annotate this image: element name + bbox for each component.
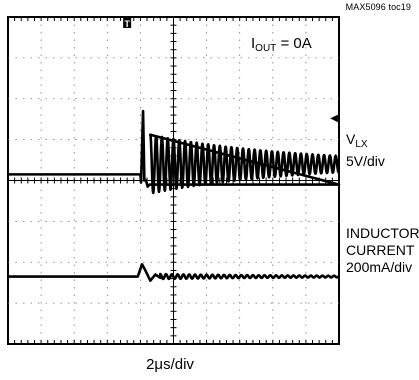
- vlx-ground-marker: ◀: [330, 113, 338, 124]
- vlx-label-sub: LX: [355, 139, 368, 150]
- inductor-label-line-1: INDUCTOR: [346, 225, 419, 241]
- inductor-current-label: INDUCTOR CURRENT 200mA/div: [346, 225, 419, 276]
- vlx-scale: 5V/div: [346, 153, 385, 169]
- vlx-channel-label: VLX 5V/div: [346, 131, 385, 169]
- vlx-trace: [8, 109, 341, 195]
- traces: [8, 109, 341, 282]
- markers: T◀◀: [123, 18, 338, 124]
- time-scale-label: 2μs/div: [146, 356, 194, 373]
- figure-tag: MAX5096 toc19: [345, 2, 411, 12]
- inductor-label-line-2: CURRENT: [346, 242, 415, 258]
- grid: [7, 16, 340, 345]
- trigger-marker-label: T: [124, 19, 130, 29]
- iout-annotation: IOUT = 0A: [251, 35, 312, 55]
- vlx-label-main: V: [346, 131, 356, 147]
- inductor-scale: 200mA/div: [346, 259, 413, 275]
- trigger-marker: [123, 18, 132, 28]
- inductor-current-trace: [8, 262, 340, 282]
